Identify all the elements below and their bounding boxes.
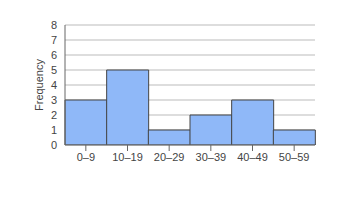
svg-text:1: 1 (51, 124, 57, 136)
svg-text:7: 7 (51, 34, 57, 46)
svg-text:50–59: 50–59 (279, 151, 310, 163)
svg-text:6: 6 (51, 49, 57, 61)
svg-text:4: 4 (51, 79, 57, 91)
svg-text:0: 0 (51, 139, 57, 151)
svg-text:20–29: 20–29 (154, 151, 185, 163)
svg-text:3: 3 (51, 94, 57, 106)
svg-text:Frequency: Frequency (33, 59, 45, 111)
svg-text:5: 5 (51, 64, 57, 76)
svg-text:2: 2 (51, 109, 57, 121)
svg-text:8: 8 (51, 19, 57, 31)
svg-text:40–49: 40–49 (237, 151, 268, 163)
svg-text:0–9: 0–9 (77, 151, 95, 163)
svg-text:10–19: 10–19 (112, 151, 143, 163)
svg-text:30–39: 30–39 (196, 151, 227, 163)
